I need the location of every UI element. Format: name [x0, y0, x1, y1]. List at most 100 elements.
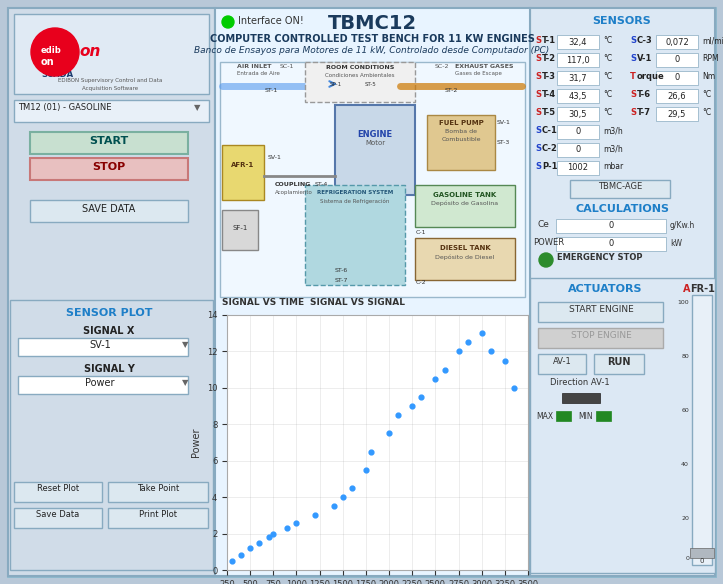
- Text: C-2: C-2: [542, 144, 558, 153]
- Text: SENSOR PLOT: SENSOR PLOT: [66, 308, 153, 318]
- Text: ST-3: ST-3: [497, 140, 510, 145]
- Text: Acoplamiento: Acoplamiento: [275, 190, 313, 195]
- Text: COUPLING: COUPLING: [275, 182, 312, 187]
- Text: S: S: [535, 54, 541, 63]
- Text: Banco de Ensayos para Motores de 11 kW, Controlado desde Computador (PC): Banco de Ensayos para Motores de 11 kW, …: [194, 46, 549, 55]
- FancyBboxPatch shape: [14, 100, 209, 122]
- Text: m3/h: m3/h: [603, 126, 623, 135]
- Circle shape: [222, 16, 234, 28]
- Text: 30,5: 30,5: [569, 110, 587, 119]
- Point: [281, 523, 293, 533]
- Text: Sistema de Refrigeración: Sistema de Refrigeración: [320, 198, 390, 203]
- Text: SP-1: SP-1: [330, 82, 342, 87]
- Point: [346, 484, 358, 493]
- Text: 1002: 1002: [568, 164, 589, 172]
- Text: SIGNAL X: SIGNAL X: [83, 326, 134, 336]
- Point: [416, 392, 427, 402]
- Text: ST-5: ST-5: [365, 82, 377, 87]
- Text: C-2: C-2: [416, 280, 427, 285]
- Text: Save Data: Save Data: [36, 510, 80, 519]
- Text: T-6: T-6: [637, 90, 651, 99]
- Text: Gases de Escape: Gases de Escape: [455, 71, 502, 76]
- FancyBboxPatch shape: [556, 237, 666, 251]
- FancyBboxPatch shape: [562, 393, 600, 403]
- Text: Interface ON!: Interface ON!: [238, 16, 304, 26]
- FancyBboxPatch shape: [557, 35, 599, 49]
- Text: 0: 0: [576, 145, 581, 155]
- Point: [365, 447, 377, 456]
- Text: SV-1: SV-1: [89, 340, 111, 350]
- Text: Power: Power: [85, 378, 115, 388]
- FancyBboxPatch shape: [305, 185, 405, 285]
- Point: [337, 492, 348, 502]
- Text: Take Point: Take Point: [137, 484, 179, 493]
- FancyBboxPatch shape: [14, 508, 102, 528]
- FancyBboxPatch shape: [8, 8, 715, 576]
- Text: ACTUATORS: ACTUATORS: [568, 284, 642, 294]
- Point: [485, 347, 497, 356]
- Text: 100: 100: [677, 300, 689, 305]
- Text: Acquisition Software: Acquisition Software: [82, 86, 138, 91]
- Text: °C: °C: [603, 90, 612, 99]
- Text: T-7: T-7: [637, 108, 651, 117]
- Text: REFRIGERATION SYSTEM: REFRIGERATION SYSTEM: [317, 190, 393, 195]
- Text: 0: 0: [576, 127, 581, 137]
- Point: [226, 556, 237, 565]
- Text: 0: 0: [675, 74, 680, 82]
- FancyBboxPatch shape: [656, 35, 698, 49]
- Point: [429, 374, 441, 384]
- Text: 60: 60: [681, 408, 689, 413]
- Text: EXHAUST GASES: EXHAUST GASES: [455, 64, 513, 69]
- Text: A: A: [683, 284, 690, 294]
- Text: START ENGINE: START ENGINE: [568, 305, 633, 314]
- Text: °C: °C: [702, 108, 711, 117]
- Text: 0: 0: [685, 556, 689, 561]
- Point: [383, 429, 395, 438]
- Text: Entrada de Aire: Entrada de Aire: [237, 71, 280, 76]
- Point: [508, 383, 520, 392]
- Text: S: S: [535, 72, 541, 81]
- Circle shape: [31, 28, 79, 76]
- Point: [476, 329, 487, 338]
- Text: SAVE DATA: SAVE DATA: [82, 204, 136, 214]
- FancyBboxPatch shape: [222, 210, 258, 250]
- FancyBboxPatch shape: [656, 107, 698, 121]
- Text: T-1: T-1: [542, 36, 556, 45]
- FancyBboxPatch shape: [530, 8, 715, 576]
- FancyBboxPatch shape: [427, 115, 495, 170]
- Text: Direction AV-1: Direction AV-1: [550, 378, 609, 387]
- Text: SF-1: SF-1: [232, 225, 248, 231]
- FancyBboxPatch shape: [690, 548, 714, 558]
- Text: RPM: RPM: [702, 54, 719, 63]
- FancyBboxPatch shape: [530, 278, 715, 573]
- Text: SENSORS: SENSORS: [593, 16, 651, 26]
- FancyBboxPatch shape: [215, 8, 530, 576]
- FancyBboxPatch shape: [10, 300, 213, 570]
- FancyBboxPatch shape: [415, 238, 515, 280]
- Text: ▼: ▼: [181, 378, 188, 387]
- Text: 32,4: 32,4: [569, 37, 587, 47]
- Text: T-5: T-5: [542, 108, 556, 117]
- Point: [244, 544, 256, 553]
- Text: S: S: [630, 90, 636, 99]
- Text: TBMC-AGE: TBMC-AGE: [598, 182, 642, 191]
- Text: 0: 0: [700, 558, 704, 564]
- FancyBboxPatch shape: [557, 71, 599, 85]
- Text: C-3: C-3: [637, 36, 653, 45]
- FancyBboxPatch shape: [538, 302, 663, 322]
- Text: Reset Plot: Reset Plot: [37, 484, 79, 493]
- Text: SC-1: SC-1: [280, 64, 294, 69]
- Text: S: S: [535, 144, 541, 153]
- Point: [406, 401, 418, 411]
- FancyBboxPatch shape: [570, 180, 670, 198]
- Text: S: S: [535, 90, 541, 99]
- Text: RUN: RUN: [607, 357, 630, 367]
- Text: C-1: C-1: [542, 126, 558, 135]
- FancyBboxPatch shape: [557, 89, 599, 103]
- Text: V-1: V-1: [637, 54, 652, 63]
- Point: [499, 356, 510, 365]
- FancyBboxPatch shape: [538, 354, 586, 374]
- FancyBboxPatch shape: [18, 338, 188, 356]
- Text: °C: °C: [603, 54, 612, 63]
- FancyBboxPatch shape: [14, 14, 209, 94]
